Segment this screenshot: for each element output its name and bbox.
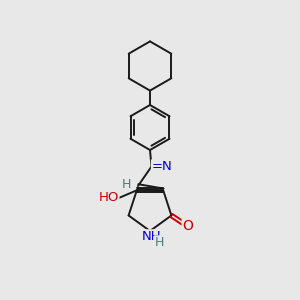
Text: HO: HO bbox=[98, 191, 119, 205]
Text: H: H bbox=[121, 178, 131, 191]
Text: =N: =N bbox=[152, 160, 172, 173]
Text: O: O bbox=[182, 219, 193, 233]
Text: H: H bbox=[154, 236, 164, 249]
Text: NH: NH bbox=[142, 230, 161, 243]
